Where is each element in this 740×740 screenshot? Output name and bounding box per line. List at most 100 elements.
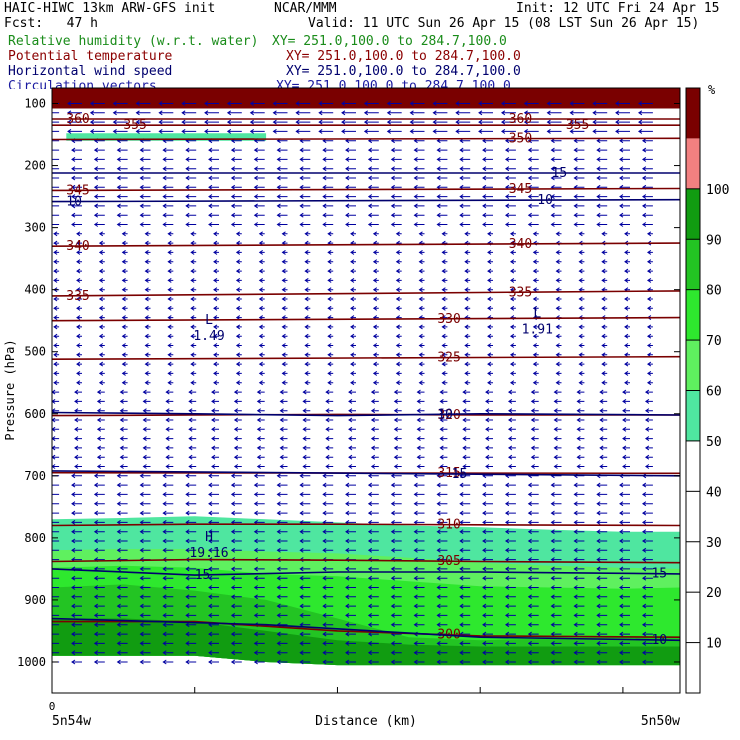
circulation-vector [208,184,219,190]
circulation-vector [641,529,653,535]
circulation-vector [139,175,151,181]
circulation-vector [372,343,379,348]
circulation-vector [230,156,242,162]
circulation-vector [188,389,197,395]
circulation-vector [624,333,630,339]
init-time: Init: 12 UTC Fri 24 Apr 15 [516,1,720,16]
circulation-vector [439,426,448,432]
circulation-vector [487,259,493,265]
circulation-vector [190,277,197,283]
circulation-vector [482,547,493,553]
circulation-vector [550,603,562,609]
circulation-vector [139,147,151,153]
field-wind-xy: XY= 251.0,100.0 to 284.7,100.0 [286,64,521,79]
circulation-vector [641,166,653,172]
circulation-vector [418,231,425,237]
circulation-vector [116,510,128,516]
circulation-vector [641,491,653,497]
distance-axis [51,687,624,693]
circulation-vector [464,287,471,293]
circulation-vector [413,575,425,581]
circulation-vector [416,454,425,460]
circulation-vector [413,659,425,665]
circulation-vector [555,343,562,348]
circulation-vector [121,240,128,246]
circulation-vector [641,585,653,590]
title-left: HAIC-HIWC 13km ARW-GFS init [4,1,216,16]
circulation-vector [96,464,105,469]
circulation-vector [416,445,425,451]
circulation-vector [527,557,539,563]
circulation-vector [350,343,356,348]
circulation-vector [53,259,60,265]
circulation-vector [550,482,562,488]
circulation-vector [601,259,608,265]
circulation-vector [112,101,128,106]
circulation-vector [276,501,288,507]
circulation-vector [390,585,402,590]
circulation-vector [235,277,242,283]
circulation-vector [619,194,630,200]
circulation-vector [213,370,219,376]
circulation-vector [553,389,562,395]
theta-contour-label: 355 [123,118,146,133]
circulation-vector [578,352,585,358]
circulation-vector [573,538,585,544]
circulation-vector [235,315,242,321]
theta-contour-label: 360 [509,112,532,127]
circulation-vector [644,398,653,404]
circulation-vector [52,622,60,627]
circulation-vector [482,603,493,609]
circulation-vector [530,464,539,469]
circulation-vector [504,203,516,209]
circulation-vector [395,268,402,274]
circulation-vector [208,473,219,479]
theta-contour-350 [52,137,680,141]
circulation-vector [304,287,311,293]
circulation-vector [485,398,493,404]
circulation-vector [167,333,174,339]
circulation-vector [322,212,334,218]
circulation-vector [253,203,265,209]
circulation-vector [162,203,174,209]
circulation-vector [464,333,471,339]
circulation-vector [641,538,653,544]
circulation-vector [167,287,174,293]
circulation-vector [573,194,585,200]
circulation-vector [550,538,562,544]
circulation-vector [299,575,311,581]
circulation-vector [322,473,334,479]
circulation-vector [345,184,356,190]
circulation-vector [235,231,242,237]
circulation-vector [418,296,425,302]
circulation-vector [204,119,219,125]
circulation-vector [304,231,311,237]
circulation-vector [230,175,242,181]
circulation-vector [646,324,653,330]
circulation-vector [71,640,82,646]
circulation-vector [462,398,471,404]
circulation-vector [504,594,516,600]
circulation-vector [413,547,425,553]
circulation-vector [345,156,356,162]
circulation-vector [550,594,562,600]
circulation-vector [622,398,630,404]
circulation-vector [167,370,174,376]
circulation-vector [233,389,242,395]
circulation-vector [322,501,334,507]
circulation-vector [249,101,265,106]
circulation-vector [116,473,128,479]
circulation-vector [253,650,265,656]
circulation-vector [436,575,448,581]
theta-contour-310 [52,523,680,527]
circulation-vector [258,361,265,367]
circulation-vector [213,305,219,311]
circulation-vector [52,492,60,497]
circulation-vector [235,287,242,293]
circulation-vector [258,259,265,265]
circulation-vector [52,557,60,562]
circulation-vector [185,212,197,218]
valid-time: Valid: 11 UTC Sun 26 Apr 15 (08 LST Sun … [308,16,700,31]
rh-layer-110 [52,88,680,109]
circulation-vector [550,519,562,525]
